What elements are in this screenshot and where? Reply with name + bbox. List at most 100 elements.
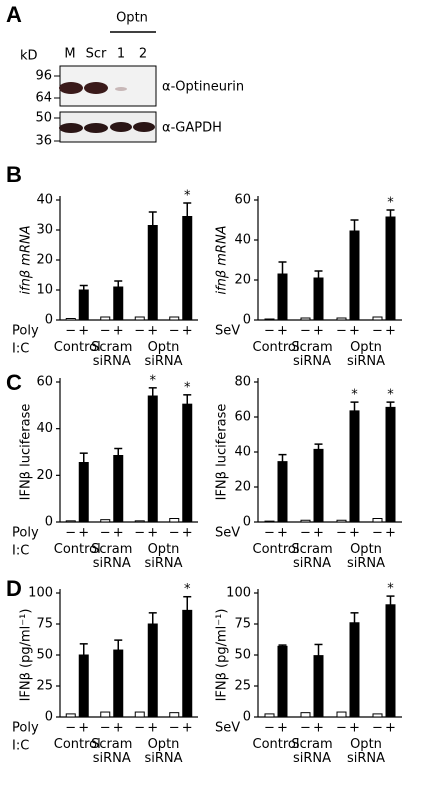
y-tick-label: 20 <box>234 480 251 495</box>
bar <box>277 273 288 321</box>
marker-label: 36 <box>35 134 52 149</box>
x-tick-label: − <box>169 721 180 736</box>
x-tick-label: + <box>78 526 89 541</box>
bar <box>300 712 311 718</box>
panel-label: D <box>6 576 22 601</box>
y-tick-label: 75 <box>36 617 53 632</box>
bar <box>100 519 111 523</box>
group-label: Scram siRNA <box>91 340 132 369</box>
y-axis-label: ifnβ mRNA <box>19 225 34 294</box>
x-tick-label: − <box>264 324 275 339</box>
x-tick-label: + <box>385 526 396 541</box>
group-label: Optn siRNA <box>347 340 385 369</box>
bar <box>313 277 324 321</box>
x-tick-label: − <box>372 721 383 736</box>
panel-label: B <box>6 162 22 187</box>
bar <box>65 520 76 523</box>
y-tick-label: 60 <box>234 410 251 425</box>
bar <box>385 216 396 321</box>
x-tick-label: − <box>100 721 111 736</box>
group-label: Control <box>253 340 300 355</box>
x-tick-label: + <box>113 721 124 736</box>
x-tick-label: + <box>78 324 89 339</box>
bar <box>313 655 324 718</box>
x-tick-label: + <box>313 526 324 541</box>
x-axis-label: Poly <box>12 324 39 339</box>
x-tick-label: − <box>336 324 347 339</box>
x-tick-label: − <box>372 526 383 541</box>
bar <box>300 317 311 321</box>
y-tick-label: 40 <box>234 445 251 460</box>
x-tick-label: − <box>65 526 76 541</box>
y-tick-label: 40 <box>36 193 53 208</box>
bar <box>169 316 180 321</box>
bar <box>336 317 347 321</box>
y-tick-label: 50 <box>234 648 251 663</box>
y-tick-label: 50 <box>36 648 53 663</box>
panel-label: A <box>6 2 22 27</box>
y-tick-label: 0 <box>243 710 251 725</box>
antibody-label: α-GAPDH <box>162 121 222 136</box>
significance-mark: * <box>387 196 394 211</box>
blot-band <box>110 122 132 132</box>
bar <box>147 623 158 718</box>
bar <box>78 289 89 321</box>
x-tick-label: − <box>336 721 347 736</box>
y-tick-label: 0 <box>45 515 53 530</box>
x-tick-label: − <box>65 721 76 736</box>
y-tick-label: 20 <box>36 253 53 268</box>
x-tick-label: + <box>349 526 360 541</box>
x-tick-label: + <box>113 324 124 339</box>
bar <box>336 711 347 718</box>
bar <box>264 520 275 523</box>
x-axis-label: I:C <box>12 739 29 754</box>
x-tick-label: − <box>100 526 111 541</box>
group-label: Scram siRNA <box>91 737 132 766</box>
x-axis-label: Poly <box>12 721 39 736</box>
significance-mark: * <box>387 582 394 597</box>
y-tick-label: 30 <box>36 223 53 238</box>
x-tick-label: + <box>349 721 360 736</box>
bar <box>134 711 145 718</box>
bar <box>100 711 111 718</box>
group-label: Control <box>54 542 101 557</box>
marker-ticks <box>54 75 60 142</box>
x-tick-label: − <box>169 526 180 541</box>
y-tick-label: 0 <box>45 313 53 328</box>
x-tick-label: + <box>277 721 288 736</box>
bar <box>169 712 180 718</box>
x-tick-label: − <box>372 324 383 339</box>
group-label: Control <box>253 737 300 752</box>
x-tick-label: − <box>100 324 111 339</box>
significance-mark: * <box>184 380 191 395</box>
y-tick-label: 0 <box>243 515 251 530</box>
y-tick-label: 25 <box>36 679 53 694</box>
bar <box>78 462 89 523</box>
x-axis-label: I:C <box>12 342 29 357</box>
y-tick-label: 40 <box>36 421 53 436</box>
bar <box>336 519 347 523</box>
group-label: Control <box>54 340 101 355</box>
bar <box>147 225 158 321</box>
x-tick-label: + <box>113 526 124 541</box>
blot-band <box>84 82 108 94</box>
group-label: Scram siRNA <box>291 737 332 766</box>
bar <box>113 455 124 523</box>
panel-label: C <box>6 370 22 395</box>
x-tick-label: + <box>313 324 324 339</box>
lane-label: 2 <box>139 47 147 62</box>
bar <box>65 713 76 718</box>
x-tick-label: − <box>264 526 275 541</box>
bar <box>349 622 360 718</box>
x-tick-label: + <box>182 721 193 736</box>
significance-mark: * <box>184 582 191 597</box>
group-label: Optn siRNA <box>144 542 182 571</box>
bar <box>264 713 275 718</box>
y-tick-label: 20 <box>36 468 53 483</box>
lane-label: 1 <box>117 47 125 62</box>
x-tick-label: − <box>300 526 311 541</box>
x-tick-label: + <box>349 324 360 339</box>
group-label: Optn siRNA <box>144 340 182 369</box>
bar <box>277 645 288 718</box>
x-tick-label: + <box>182 324 193 339</box>
